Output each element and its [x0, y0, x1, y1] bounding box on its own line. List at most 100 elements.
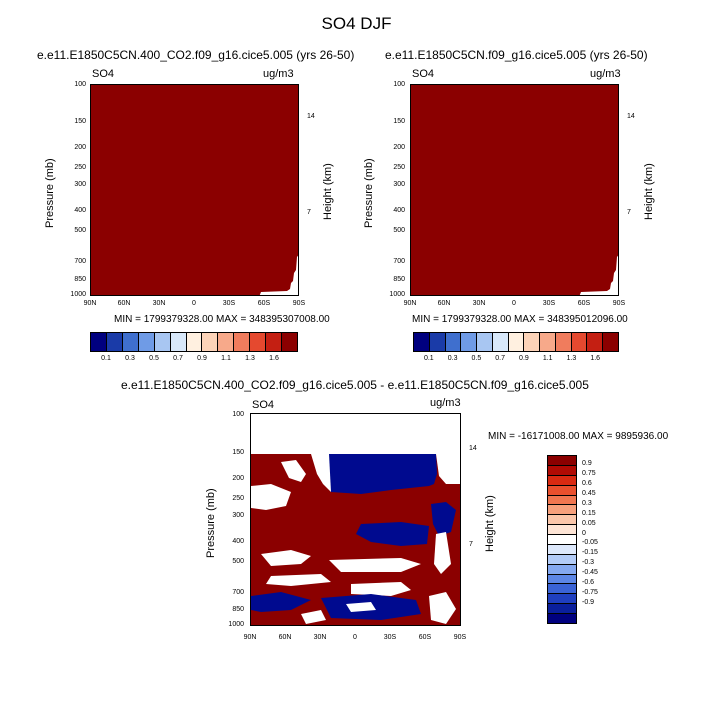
- labelbar-swatch: [414, 333, 430, 351]
- panel-3-field: [251, 454, 460, 625]
- x-tick: 60N: [278, 634, 292, 641]
- labelbar-swatch: [587, 333, 604, 351]
- panel-2-title: e.e11.E1850C5CN.f09_g16.cice5.005 (yrs 2…: [385, 48, 648, 62]
- x-tick: 90N: [83, 300, 97, 307]
- y-tick: 250: [393, 164, 405, 171]
- diff-labelbar-swatch: [548, 456, 576, 466]
- labelbar-swatch: [524, 333, 541, 351]
- y-tick: 100: [232, 411, 244, 418]
- diff-neutral-region: [346, 602, 376, 612]
- diff-labelbar-swatch: [548, 544, 576, 555]
- y-tick: 300: [74, 181, 86, 188]
- y2-tick: 14: [627, 113, 635, 120]
- x-tick: 60N: [117, 300, 131, 307]
- diff-neutral-region: [311, 454, 331, 492]
- y-tick: 1000: [228, 621, 244, 628]
- labelbar-label: 0.3: [125, 355, 135, 362]
- labelbar-label: 0.1: [101, 355, 111, 362]
- labelbar-swatch: [250, 333, 267, 351]
- panel-2-units: ug/m3: [590, 68, 621, 80]
- diff-labelbar-swatch: [548, 465, 576, 476]
- diff-labelbar-swatch: [548, 525, 576, 535]
- labelbar-swatch: [218, 333, 235, 351]
- diff-neutral-region: [434, 532, 451, 574]
- y-tick: 300: [232, 512, 244, 519]
- y-tick: 400: [74, 207, 86, 214]
- y-tick: 400: [393, 207, 405, 214]
- y-tick: 250: [232, 495, 244, 502]
- labelbar-swatch: [445, 333, 462, 351]
- y-tick: 100: [74, 81, 86, 88]
- panel-3-title: e.e11.E1850C5CN.400_CO2.f09_g16.cice5.00…: [121, 378, 589, 392]
- diff-neutral-region: [329, 558, 421, 572]
- diff-labelbar-label: -0.05: [582, 539, 598, 547]
- y-tick: 700: [232, 589, 244, 596]
- panel-2-y2label: Height (km): [643, 163, 655, 220]
- labelbar-swatch: [603, 333, 618, 351]
- labelbar-swatch: [202, 333, 219, 351]
- x-tick: 30S: [542, 300, 556, 307]
- panel-3-variable: SO4: [252, 399, 275, 411]
- labelbar-label: 1.3: [245, 355, 255, 362]
- diff-labelbar-label: -0.6: [582, 579, 595, 587]
- y-tick: 1000: [389, 291, 405, 298]
- labelbar-swatch: [461, 333, 478, 351]
- y-tick: 700: [74, 258, 86, 265]
- labelbar-swatch: [106, 333, 123, 351]
- panel-1-lowfield: [259, 255, 298, 295]
- panel-2-field: [579, 255, 618, 295]
- x-tick: 60N: [437, 300, 451, 307]
- labelbar-swatch: [508, 333, 525, 351]
- y-tick: 200: [74, 144, 86, 151]
- panel-3-y2label: Height (km): [484, 495, 496, 552]
- labelbar-swatch: [282, 333, 297, 351]
- diff-negative-region: [329, 454, 437, 494]
- diff-labelbar-swatch: [548, 495, 576, 506]
- y-tick: 850: [232, 606, 244, 613]
- labelbar-colors: [90, 332, 298, 352]
- diff-negative-region: [356, 522, 429, 546]
- diff-neutral-region: [281, 460, 306, 482]
- x-tick: 60S: [577, 300, 591, 307]
- labelbar-swatch: [571, 333, 588, 351]
- labelbar-colors: [413, 332, 619, 352]
- diff-labelbar-label: -0.3: [582, 559, 595, 567]
- panel-1-units: ug/m3: [263, 68, 294, 80]
- diff-labelbar-label: 0.6: [582, 479, 592, 487]
- diff-labelbar-label: -0.45: [582, 569, 598, 577]
- labelbar-swatch: [154, 333, 171, 351]
- labelbar-label: 1.1: [542, 355, 553, 362]
- x-tick: 30N: [313, 634, 327, 641]
- x-tick: 0: [353, 634, 357, 641]
- diff-labelbar-label: 0: [582, 529, 586, 537]
- y-tick: 400: [232, 538, 244, 545]
- labelbar-label: 0.7: [173, 355, 183, 362]
- y2-tick: 7: [627, 209, 631, 216]
- y-tick: 850: [74, 276, 86, 283]
- labelbar-label: 1.6: [590, 355, 601, 362]
- main-title: SO4 DJF: [321, 14, 392, 33]
- diff-labelbar-swatch: [548, 475, 576, 486]
- panel-1-title: e.e11.E1850C5CN.400_CO2.f09_g16.cice5.00…: [37, 48, 355, 62]
- labelbar-label: 0.5: [471, 355, 482, 362]
- y-tick: 150: [74, 118, 86, 125]
- x-tick: 30N: [472, 300, 486, 307]
- diff-labelbar-swatch: [548, 535, 576, 545]
- diff-labelbar-swatch: [548, 505, 576, 516]
- diff-negative-region: [431, 502, 456, 536]
- panel-1-variable: SO4: [92, 68, 115, 80]
- labelbar-label: 0.1: [423, 355, 434, 362]
- diff-negative-region: [251, 592, 311, 612]
- diff-labelbar-swatch: [548, 594, 576, 605]
- diff-labelbar-swatch: [548, 554, 576, 565]
- panel-1-minmax: MIN = 1799379328.00 MAX = 348395307008.0…: [114, 314, 330, 325]
- y-tick: 500: [393, 227, 405, 234]
- labelbar-swatch: [91, 333, 107, 351]
- x-tick: 60S: [418, 634, 432, 641]
- labelbar-swatch: [234, 333, 251, 351]
- panel-2-ylabel: Pressure (mb): [363, 158, 375, 228]
- x-tick: 90S: [292, 300, 306, 307]
- panel-1-field: [259, 255, 298, 295]
- diff-labelbar-swatch: [548, 604, 576, 614]
- y-tick: 500: [232, 558, 244, 565]
